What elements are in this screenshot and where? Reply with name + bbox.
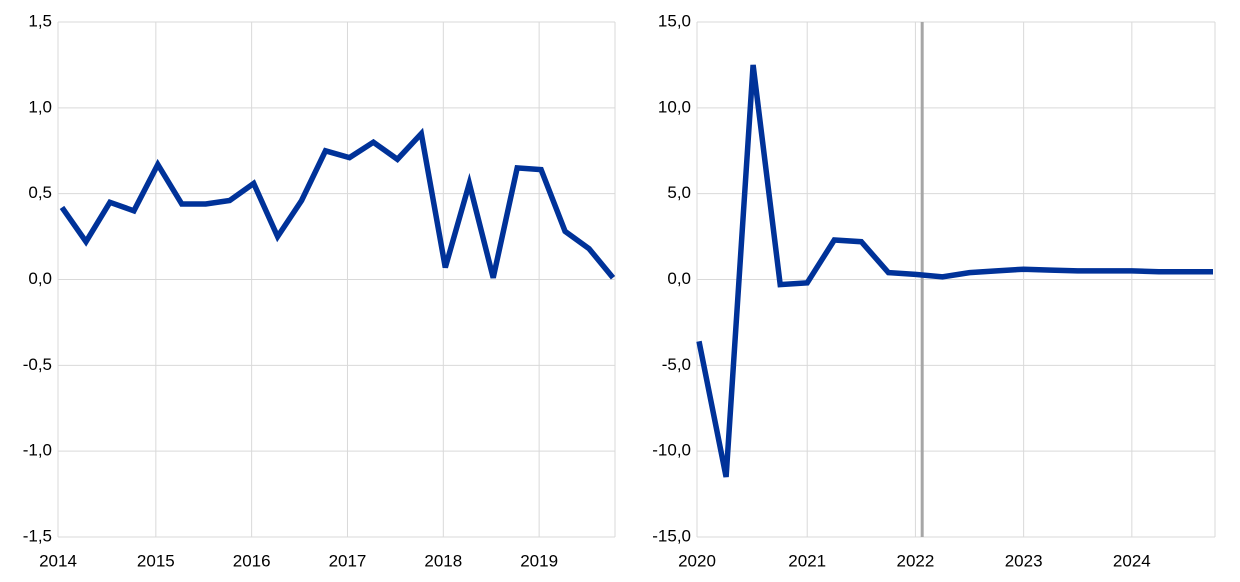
x-tick-label: 2018 <box>424 551 462 570</box>
x-tick-label: 2022 <box>897 551 935 570</box>
y-tick-label: -5,0 <box>662 355 691 374</box>
data-line <box>59 127 616 280</box>
x-tick-label: 2016 <box>233 551 271 570</box>
x-tick-label: 2017 <box>329 551 367 570</box>
y-tick-label: 0,0 <box>28 269 52 288</box>
y-tick-label: 5,0 <box>667 183 691 202</box>
x-tick-label: 2015 <box>137 551 175 570</box>
y-tick-label: -1,5 <box>23 526 52 545</box>
y-tick-label: 0,0 <box>667 269 691 288</box>
y-tick-label: 15,0 <box>658 11 691 30</box>
x-tick-label: 2014 <box>39 551 77 570</box>
y-tick-label: -1,0 <box>23 441 52 460</box>
x-tick-label: 2023 <box>1005 551 1043 570</box>
data-line <box>696 64 1213 478</box>
x-tick-label: 2024 <box>1113 551 1151 570</box>
y-tick-label: -10,0 <box>652 441 691 460</box>
y-tick-label: -0,5 <box>23 355 52 374</box>
y-tick-label: 1,5 <box>28 11 52 30</box>
y-tick-label: 1,0 <box>28 97 52 116</box>
y-tick-label: 10,0 <box>658 97 691 116</box>
y-tick-label: -15,0 <box>652 526 691 545</box>
x-tick-label: 2019 <box>520 551 558 570</box>
y-tick-label: 0,5 <box>28 183 52 202</box>
x-tick-label: 2020 <box>678 551 716 570</box>
x-tick-label: 2021 <box>788 551 826 570</box>
